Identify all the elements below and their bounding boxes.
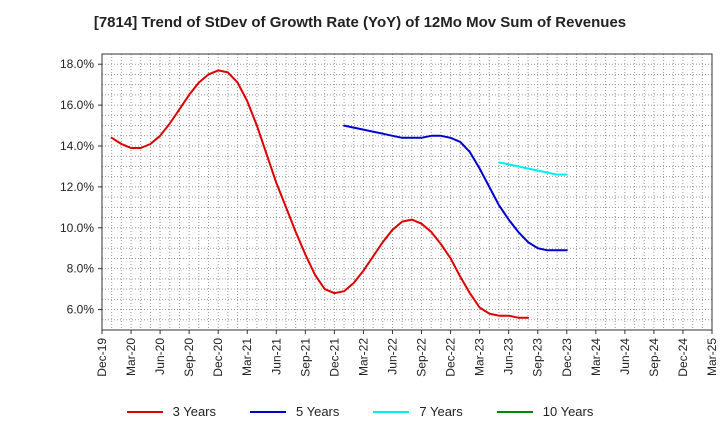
x-tick-label: Dec-19 <box>95 338 109 377</box>
x-tick-label: Sep-24 <box>647 338 661 377</box>
series-line-7-years <box>498 161 568 176</box>
x-tick-label: Sep-21 <box>298 338 312 377</box>
grid-lines <box>101 53 713 330</box>
y-tick-label: 12.0% <box>60 180 94 194</box>
x-tick-label: Jun-22 <box>385 338 399 375</box>
y-tick-label: 14.0% <box>60 139 94 153</box>
x-tick-label: Jun-21 <box>269 338 283 375</box>
legend-item-10-years: 10 Years <box>496 404 594 419</box>
chart-title: [7814] Trend of StDev of Growth Rate (Yo… <box>93 14 627 31</box>
x-tick-label: Jun-24 <box>618 338 632 375</box>
legend-swatch-5-years <box>250 410 286 413</box>
x-tick-label: Mar-25 <box>705 338 719 376</box>
x-tick-label: Jun-23 <box>502 338 516 375</box>
x-tick-label: Mar-24 <box>589 338 603 376</box>
legend-label-7-years: 7 Years <box>419 404 463 419</box>
legend-label-5-years: 5 Years <box>296 404 340 419</box>
x-tick-label: Mar-20 <box>124 338 138 376</box>
x-tick-label: Sep-20 <box>182 338 196 377</box>
x-tick-label: Mar-22 <box>356 338 370 376</box>
x-tick-label: Dec-24 <box>676 338 690 377</box>
series-line-5-years <box>343 124 568 252</box>
legend-swatch-3-years <box>126 410 163 413</box>
legend-item-5-years: 5 Years <box>250 404 339 419</box>
legend-label-3-years: 3 Years <box>172 404 216 419</box>
x-tick-label: Dec-20 <box>211 338 225 377</box>
y-tick-label: 10.0% <box>60 221 94 235</box>
x-tick-label: Dec-23 <box>560 338 574 377</box>
legend-swatch-7-years <box>373 410 410 413</box>
x-tick-label: Jun-20 <box>153 338 167 375</box>
legend-item-7-years: 7 Years <box>373 404 463 419</box>
legend: 3 Years 5 Years 7 Years 10 Years <box>0 404 720 419</box>
y-tick-label: 18.0% <box>60 57 94 71</box>
x-tick-label: Sep-23 <box>531 338 545 377</box>
x-tick-label: Dec-22 <box>444 338 458 377</box>
y-tick-label: 6.0% <box>67 303 95 317</box>
y-tick-label: 8.0% <box>67 262 95 276</box>
x-tick-label: Sep-22 <box>415 338 429 377</box>
x-tick-label: Mar-21 <box>240 338 254 376</box>
legend-swatch-10-years <box>496 410 533 413</box>
x-tick-label: Mar-23 <box>473 338 487 376</box>
legend-label-10-years: 10 Years <box>542 404 594 419</box>
legend-item-3-years: 3 Years <box>126 404 216 419</box>
plot-frame <box>101 53 713 331</box>
series-line-3-years <box>110 69 529 319</box>
x-tick-label: Dec-21 <box>327 338 341 377</box>
y-tick-label: 16.0% <box>60 98 94 112</box>
